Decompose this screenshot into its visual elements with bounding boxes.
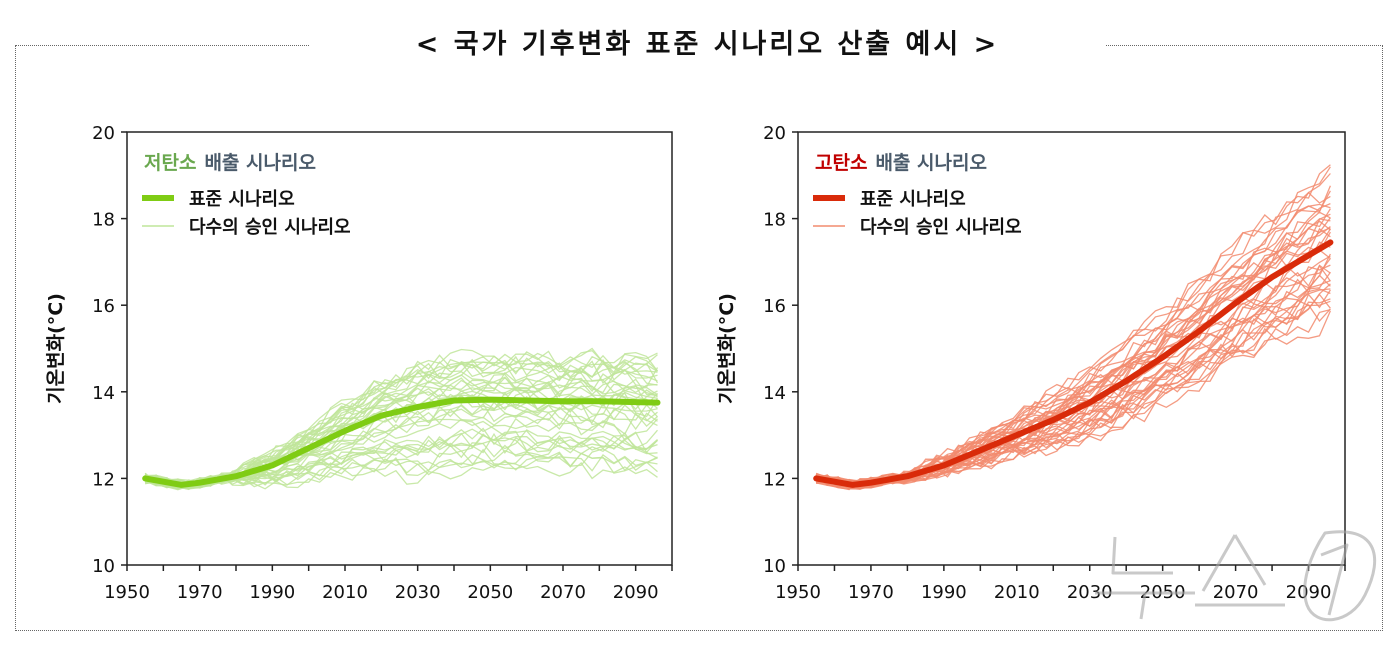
ensemble-line	[144, 453, 658, 490]
plot-frame	[797, 131, 1346, 566]
ensemble-line	[144, 373, 658, 489]
x-tick-label: 2030	[1067, 582, 1113, 603]
legend-label-ensemble: 다수의 승인 시나리오	[189, 217, 351, 238]
legend-label-ensemble: 다수의 승인 시나리오	[860, 217, 1022, 238]
x-tick-label: 2050	[467, 582, 513, 603]
logo-stroke	[1139, 592, 1147, 620]
ensemble-line	[816, 228, 1331, 490]
x-tick-label: 1970	[848, 582, 894, 603]
y-tick-label: 16	[92, 296, 115, 317]
x-tick-label: 1950	[775, 582, 821, 603]
ensemble-line	[816, 283, 1331, 490]
legend-title: 고탄소 배출 시나리오	[815, 152, 987, 174]
ensemble-line	[816, 279, 1331, 487]
figure-title: < 국가 기후변화 표준 시나리오 산출 예시 >	[310, 22, 1105, 61]
standard-scenario-line	[142, 396, 661, 488]
logo-stroke	[1201, 534, 1267, 592]
x-tick-label: 2010	[322, 582, 368, 603]
ensemble-line	[816, 264, 1331, 485]
y-tick-label: 10	[763, 556, 786, 577]
x-tick-label: 2090	[1286, 582, 1332, 603]
ensemble-line	[815, 264, 1331, 484]
legend-title-rest: 배출 시나리오	[875, 152, 987, 174]
legend-title: 저탄소 배출 시나리오	[144, 152, 316, 174]
y-tick-label: 12	[92, 469, 115, 490]
legend-title-highlight: 고탄소	[815, 152, 867, 174]
x-tick-label: 2070	[540, 582, 586, 603]
logo-stroke	[1111, 536, 1173, 575]
ensemble-line	[815, 231, 1331, 490]
x-tick-label: 1990	[921, 582, 967, 603]
x-tick-label: 2090	[613, 582, 659, 603]
y-axis-label: 기온변화(°C)	[45, 293, 67, 404]
y-tick-label: 14	[92, 383, 115, 404]
logo-stroke	[1320, 543, 1349, 616]
x-tick-label: 2030	[395, 582, 441, 603]
x-tick-label: 2070	[1213, 582, 1259, 603]
legend-title-highlight: 저탄소	[144, 152, 196, 174]
ensemble-line	[816, 218, 1331, 490]
logo-stroke	[1303, 530, 1377, 622]
x-tick-label: 1950	[104, 582, 150, 603]
y-tick-label: 20	[92, 123, 115, 144]
ensemble-line	[815, 249, 1331, 487]
x-tick-label: 1970	[177, 582, 223, 603]
y-tick-label: 20	[763, 123, 786, 144]
legend-label-standard: 표준 시나리오	[189, 189, 295, 210]
standard-scenario-line	[813, 239, 1334, 488]
low-carbon-chart: 10 12 14 16 18 20 1950 1970 1990 2010 2030 2050 2070…	[45, 123, 673, 603]
y-tick-label: 10	[92, 556, 115, 577]
y-tick-label: 16	[763, 296, 786, 317]
legend-title-rest: 배출 시나리오	[204, 152, 316, 174]
plot-frame	[126, 131, 673, 566]
ensemble-line	[144, 392, 659, 487]
y-tick-label: 18	[92, 210, 115, 231]
y-tick-label: 18	[763, 210, 786, 231]
x-tick-label: 1990	[249, 582, 295, 603]
news1-watermark-logo	[1095, 530, 1377, 622]
y-tick-label: 14	[763, 383, 786, 404]
y-tick-label: 12	[763, 469, 786, 490]
ensemble-line	[144, 373, 658, 489]
ensemble-line	[145, 383, 658, 491]
legend-label-standard: 표준 시나리오	[860, 189, 966, 210]
y-axis-label: 기온변화(°C)	[716, 293, 738, 404]
x-tick-label: 2010	[994, 582, 1040, 603]
ensemble-line	[816, 298, 1331, 487]
